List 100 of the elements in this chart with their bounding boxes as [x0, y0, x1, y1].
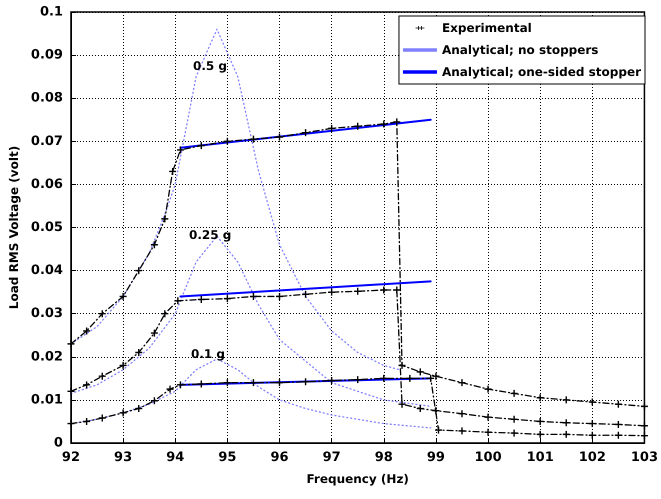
point: [380, 286, 388, 294]
point: [98, 372, 106, 380]
x-tick-label: 100: [474, 450, 502, 465]
annotation: 0.5 g: [193, 59, 228, 73]
point: [380, 374, 388, 382]
y-tick-label: 0.04: [30, 263, 63, 278]
point: [380, 120, 388, 128]
point: [398, 400, 406, 408]
x-tick-label: 102: [578, 450, 606, 465]
point: [98, 310, 106, 318]
point: [166, 386, 174, 393]
point: [276, 379, 284, 386]
point: [536, 418, 544, 425]
point: [640, 422, 648, 430]
point: [67, 388, 74, 395]
point: [224, 379, 231, 386]
x-tick-label: 94: [166, 450, 184, 465]
legend-label: Experimental: [442, 21, 532, 35]
point: [354, 376, 362, 384]
point: [614, 400, 622, 408]
point: [614, 420, 622, 428]
point: [176, 381, 184, 388]
point: [640, 432, 648, 440]
x-tick-label: 97: [322, 450, 341, 465]
point: [416, 405, 424, 412]
y-tick-label: 0.08: [30, 90, 63, 106]
point: [135, 405, 142, 412]
point: [83, 418, 90, 425]
x-tick-label: 101: [526, 450, 554, 465]
point: [406, 374, 414, 382]
point: [302, 129, 310, 136]
point: [176, 146, 184, 154]
point: [536, 394, 544, 402]
point: [150, 241, 158, 248]
point: [435, 426, 442, 434]
y-tick-label: 0: [54, 436, 63, 450]
point: [161, 310, 168, 318]
annotation: 0.1 g: [191, 347, 226, 361]
point: [562, 430, 570, 438]
point: [98, 414, 106, 422]
point: [458, 427, 466, 434]
point: [150, 330, 158, 337]
point: [484, 414, 492, 421]
point: [135, 267, 142, 274]
y-tick-label: 0.05: [30, 220, 63, 235]
point: [67, 420, 74, 428]
point: [67, 340, 74, 348]
point: [640, 402, 648, 410]
x-tick-label: 92: [62, 450, 80, 465]
x-axis-title: Frequency (Hz): [306, 472, 409, 486]
y-tick-label: 0.03: [30, 306, 63, 322]
point: [174, 297, 182, 304]
point: [588, 432, 596, 439]
legend-label: Analytical; one-sided stopper: [442, 65, 642, 79]
x-tick-label: 98: [374, 450, 393, 465]
point: [458, 410, 466, 418]
point: [135, 348, 142, 356]
point: [83, 327, 90, 334]
point: [224, 138, 231, 145]
point: [393, 286, 400, 294]
point: [562, 396, 570, 404]
point: [302, 378, 310, 386]
y-tick-label: 0.02: [30, 349, 63, 364]
y-axis-title: Load RMS Voltage (volt): [7, 146, 21, 310]
point: [484, 386, 492, 393]
point: [510, 430, 518, 437]
y-tick-label: 0.09: [30, 48, 63, 63]
point: [398, 362, 406, 369]
y-tick-label: 0.1: [40, 4, 63, 20]
point: [354, 288, 362, 295]
point: [510, 416, 518, 423]
point: [198, 142, 205, 150]
point: [588, 420, 596, 428]
y-tick-label: 0.07: [30, 134, 63, 149]
x-tick-label: 99: [426, 450, 445, 465]
point: [224, 295, 231, 302]
point: [198, 296, 205, 303]
point: [161, 215, 168, 222]
y-tick-label: 0.06: [30, 176, 63, 192]
y-tick-label: 0.01: [30, 392, 63, 408]
point: [614, 432, 622, 439]
x-tick-label: 93: [114, 450, 132, 465]
point: [328, 288, 336, 296]
point: [432, 407, 440, 414]
point: [588, 398, 596, 406]
point: [150, 397, 158, 404]
point: [198, 380, 205, 388]
point: [120, 292, 127, 300]
point: [416, 368, 424, 376]
point: [562, 419, 570, 426]
point: [120, 362, 127, 369]
x-tick-label: 95: [218, 450, 236, 465]
point: [250, 292, 257, 300]
point: [510, 390, 518, 397]
point: [250, 136, 257, 143]
point: [328, 377, 336, 384]
point: [484, 428, 492, 436]
point: [302, 290, 310, 298]
point: [393, 118, 400, 126]
x-tick-label: 96: [270, 450, 289, 465]
